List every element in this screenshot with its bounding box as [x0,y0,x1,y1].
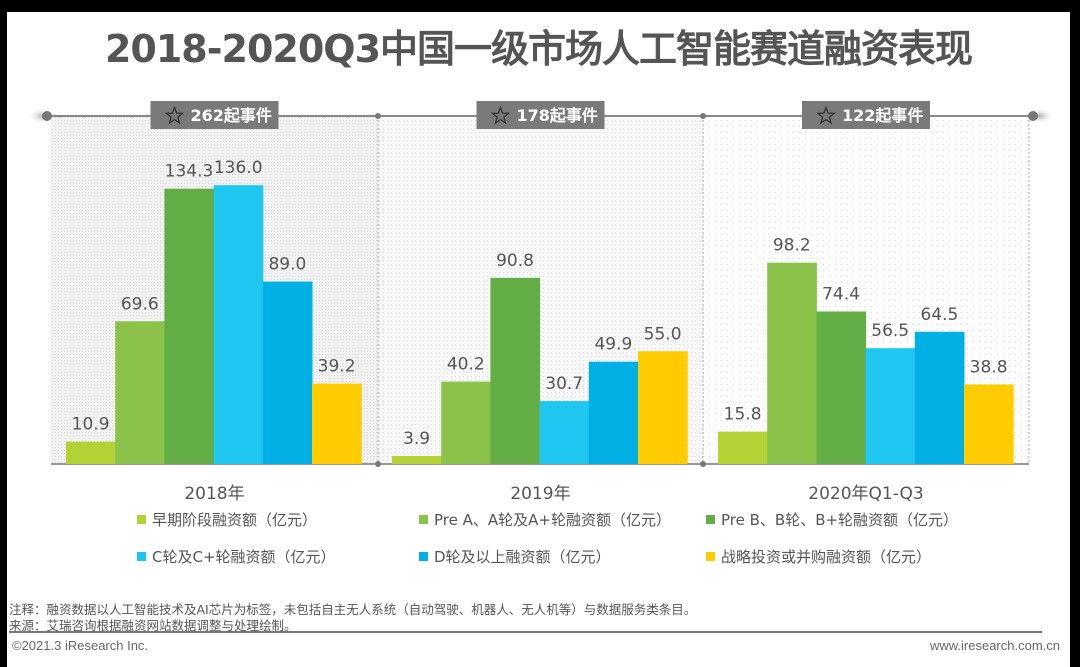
data-label: 136.0 [214,158,263,178]
legend-label: D轮及以上融资额（亿元） [434,548,611,566]
legend-item: Pre A、A轮及A+轮融资额（亿元） [419,509,671,530]
bar [767,262,817,464]
data-label: 90.8 [496,251,534,271]
category-label: 2018年 [184,484,244,504]
legend-item: 战略投资或并购融资额（亿元） [706,546,931,567]
chart-title: 2018-2020Q3中国一级市场人工智能赛道融资表现 [104,27,973,71]
bar [312,383,362,464]
category-label: 2020年Q1-Q3 [808,484,923,504]
legend-swatch [419,515,428,524]
legend-label: Pre B、B轮、B+轮融资额（亿元） [721,511,959,529]
data-label: 30.7 [545,374,583,394]
bar [964,384,1014,464]
data-label: 15.8 [724,405,762,425]
legend-swatch [137,552,146,561]
slide: 2018-2020Q3中国一级市场人工智能赛道融资表现 10.9 69.6 134.… [7,12,1070,667]
bar [539,401,590,464]
chart-source: 来源：艾瑞咨询根据融资网站数据调整与处理绘制。 [9,618,297,633]
top-line-dot [375,113,381,119]
top-line-dot [700,113,706,119]
legend-item: C轮及C+轮融资额（亿元） [137,546,336,567]
bar [441,381,491,464]
legend-item: 早期阶段融资额（亿元） [137,509,317,530]
event-count-badge [476,101,605,129]
legend-swatch [706,515,715,524]
legend-label: C轮及C+轮融资额（亿元） [152,548,336,566]
legend-swatch [706,552,715,561]
bar [865,348,916,464]
legend-label: Pre A、A轮及A+轮融资额（亿元） [434,511,671,529]
baseline-dot [375,461,381,467]
category-label: 2019年 [510,484,570,504]
legend-item: Pre B、B轮、B+轮融资额（亿元） [706,509,958,530]
event-count-badge [150,101,279,129]
legend-swatch [137,515,146,524]
data-label: 56.5 [871,321,909,341]
top-line-dot [42,111,52,121]
data-label: 38.8 [970,357,1008,377]
bar [262,281,313,464]
data-label: 39.2 [318,357,356,377]
star-icon [490,105,511,125]
legend-item: D轮及以上融资额（亿元） [419,546,611,567]
data-label: 74.4 [822,284,860,304]
data-label: 134.3 [165,162,214,182]
legend-swatch [419,552,428,561]
baseline-dot [700,461,706,467]
star-icon [164,105,185,125]
bar [213,185,264,464]
top-line-dot [1028,111,1038,121]
bar [490,277,541,464]
data-label: 69.6 [121,294,159,314]
data-label: 98.2 [773,236,811,256]
data-label: 89.0 [268,255,306,275]
event-count-badge [802,101,930,129]
legend-label: 早期阶段融资额（亿元） [152,511,318,529]
bar [164,188,215,464]
bar [816,311,867,464]
data-label: 10.9 [72,415,110,435]
event-count-label: 262起事件 [191,106,272,125]
data-label: 55.0 [644,324,682,344]
data-label: 3.9 [403,429,430,449]
copyright: ©2021.3 iResearch Inc. [12,638,149,653]
bar [115,321,165,464]
legend-label: 战略投资或并购融资额（亿元） [721,548,932,566]
footer-divider [9,631,1042,633]
bar [66,441,116,464]
data-label: 49.9 [594,335,632,355]
event-count-label: 178起事件 [517,106,598,125]
bar [588,361,639,464]
bar [914,331,965,464]
star-icon [816,105,836,125]
bar [392,456,442,464]
data-label: 40.2 [447,355,485,375]
website: www.iresearch.com.cn [929,638,1060,653]
bar [638,351,688,464]
bar-chart: 10.9 69.6 134.3 136.0 89.0 39.2 3.9 40.2 90.8 30.… [27,101,1055,504]
chart-note: 注释：融资数据以人工智能技术及AI芯片为标签，未包括自主无人系统（自动驾驶、机器… [9,602,697,617]
bar [718,431,768,464]
data-label: 64.5 [920,305,958,325]
event-count-label: 122起事件 [842,106,923,125]
